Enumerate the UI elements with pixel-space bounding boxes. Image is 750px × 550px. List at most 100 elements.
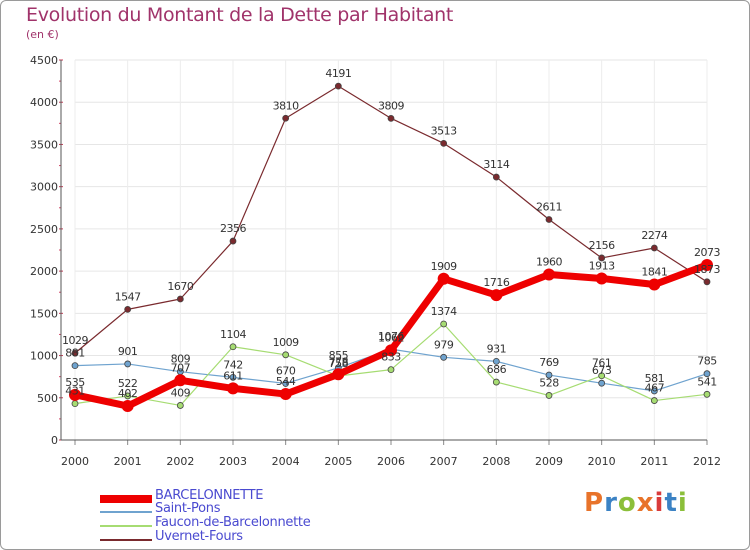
proxiti-logo: Proxiti bbox=[584, 488, 688, 518]
y-tick-label: 0 bbox=[51, 434, 58, 447]
data-label: 1374 bbox=[431, 305, 457, 318]
data-point bbox=[437, 272, 450, 285]
data-point bbox=[545, 392, 553, 399]
data-label: 707 bbox=[171, 361, 191, 374]
data-point bbox=[598, 372, 606, 380]
data-label: 581 bbox=[645, 372, 665, 385]
data-label: 3810 bbox=[273, 99, 299, 112]
x-tick-label: 2009 bbox=[535, 455, 563, 468]
data-label: 3114 bbox=[483, 158, 509, 171]
data-label: 2611 bbox=[536, 201, 562, 214]
logo-letter: i bbox=[677, 488, 688, 518]
data-point bbox=[176, 402, 184, 409]
x-tick-label: 2006 bbox=[377, 455, 405, 468]
data-label: 3513 bbox=[431, 124, 457, 137]
data-point bbox=[598, 254, 606, 262]
y-tick-label: 2500 bbox=[30, 223, 58, 236]
data-point bbox=[385, 344, 397, 357]
legend-swatch bbox=[100, 495, 152, 503]
data-point bbox=[440, 139, 448, 147]
data-label: 541 bbox=[697, 375, 717, 388]
data-label: 901 bbox=[118, 345, 138, 358]
data-point bbox=[282, 380, 290, 387]
data-label: 979 bbox=[434, 338, 454, 351]
data-point bbox=[334, 82, 342, 90]
data-label: 785 bbox=[697, 355, 717, 368]
x-tick-label: 2005 bbox=[324, 455, 352, 468]
data-point bbox=[176, 295, 184, 303]
logo-letter: t bbox=[664, 488, 678, 518]
data-point bbox=[492, 173, 500, 181]
x-tick-label: 2004 bbox=[272, 455, 300, 468]
data-point bbox=[124, 392, 132, 400]
y-tick-label: 3500 bbox=[30, 138, 58, 151]
data-label: 467 bbox=[645, 382, 665, 395]
y-tick-label: 4500 bbox=[30, 54, 58, 67]
x-tick-label: 2012 bbox=[693, 455, 721, 468]
data-label: 611 bbox=[223, 369, 243, 382]
x-tick-label: 2007 bbox=[430, 455, 458, 468]
y-tick-label: 4000 bbox=[30, 96, 58, 109]
data-point bbox=[229, 237, 237, 245]
data-label: 535 bbox=[65, 376, 85, 389]
data-point bbox=[543, 268, 555, 281]
data-label: 809 bbox=[171, 353, 191, 366]
data-point bbox=[282, 351, 290, 359]
x-tick-label: 2003 bbox=[219, 455, 247, 468]
data-point bbox=[229, 373, 237, 381]
y-tick-label: 3000 bbox=[30, 181, 58, 194]
y-tick-label: 1500 bbox=[30, 307, 58, 320]
data-label: 1029 bbox=[62, 334, 88, 347]
data-label: 409 bbox=[171, 386, 191, 399]
data-point bbox=[440, 320, 448, 328]
data-point bbox=[71, 362, 79, 370]
chart-subtitle: (en €) bbox=[26, 28, 59, 41]
data-label: 1076 bbox=[378, 330, 404, 343]
data-point bbox=[332, 368, 345, 381]
data-point bbox=[69, 388, 81, 401]
data-label: 1960 bbox=[536, 255, 562, 268]
data-point bbox=[124, 305, 132, 313]
data-point bbox=[174, 374, 187, 387]
data-label: 833 bbox=[381, 351, 401, 364]
legend-swatch bbox=[100, 539, 152, 541]
data-label: 2156 bbox=[589, 239, 615, 252]
data-label: 402 bbox=[118, 387, 138, 400]
legend-swatch bbox=[100, 511, 152, 513]
data-point bbox=[282, 114, 290, 122]
data-point bbox=[703, 370, 711, 378]
data-label: 686 bbox=[487, 363, 507, 376]
x-tick-label: 2000 bbox=[61, 455, 89, 468]
data-point bbox=[598, 379, 606, 387]
data-point bbox=[703, 278, 711, 286]
x-tick-label: 2011 bbox=[640, 455, 668, 468]
data-label: 528 bbox=[539, 376, 559, 389]
data-label: 855 bbox=[329, 349, 349, 362]
data-point bbox=[650, 387, 658, 395]
x-tick-label: 2008 bbox=[482, 455, 510, 468]
data-point bbox=[490, 289, 503, 302]
data-label: 2073 bbox=[694, 246, 720, 259]
data-label: 1913 bbox=[589, 259, 615, 272]
data-point bbox=[701, 258, 713, 271]
data-label: 881 bbox=[65, 347, 85, 360]
legend-label: Saint-Pons bbox=[155, 501, 221, 516]
y-tick-label: 500 bbox=[37, 392, 58, 405]
data-label: 778 bbox=[329, 355, 349, 368]
data-label: 758 bbox=[329, 357, 349, 370]
data-point bbox=[650, 244, 658, 252]
data-label: 761 bbox=[592, 357, 612, 370]
y-tick-label: 1000 bbox=[30, 350, 58, 363]
logo-letter: x bbox=[636, 488, 655, 518]
data-label: 4191 bbox=[325, 67, 351, 80]
data-point bbox=[650, 397, 658, 404]
data-label: 2274 bbox=[641, 229, 667, 242]
logo-letter: i bbox=[654, 488, 665, 518]
data-point bbox=[545, 371, 553, 379]
chart-title: Evolution du Montant de la Dette par Hab… bbox=[26, 4, 454, 26]
data-point bbox=[492, 378, 500, 386]
data-label: 1547 bbox=[115, 290, 141, 303]
data-label: 742 bbox=[223, 358, 243, 371]
data-point bbox=[71, 400, 79, 408]
data-label: 673 bbox=[592, 364, 612, 377]
